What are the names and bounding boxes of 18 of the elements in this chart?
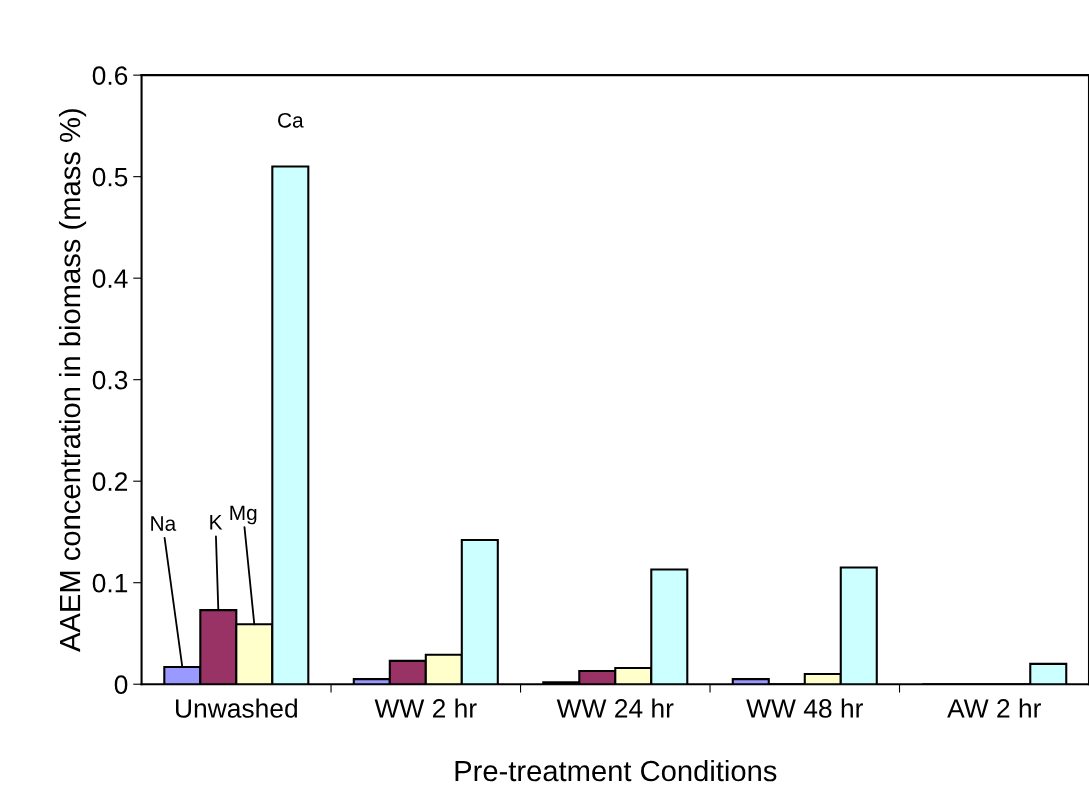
text: Na: [151, 516, 177, 531]
text: K: [210, 515, 223, 530]
y-tick-label: 0.4: [92, 269, 128, 288]
text: Mg: [230, 505, 257, 525]
x-tick-label: WW 2 hr: [374, 698, 477, 718]
series-label: Ca: [278, 112, 304, 128]
y-tick-label: 0.1: [92, 573, 128, 593]
x-tick-label: Unwashed: [176, 698, 297, 718]
y-tick-label: 0.3: [92, 370, 128, 390]
x-tick-label: WW 48 hr: [746, 698, 863, 718]
y-tick-label: 0.2: [92, 472, 128, 492]
y-tick-label: 0: [114, 675, 128, 695]
y-tick-label: 0.6: [92, 66, 128, 85]
x-axis-title: Pre-treatment Conditions: [455, 759, 777, 782]
x-tick-label: WW 24 hr: [556, 698, 674, 718]
y-tick-label: 0.5: [92, 167, 128, 187]
y-axis-title: AAEM concentration in biomass (mass %): [58, 109, 87, 652]
x-tick-label: AW 2 hr: [947, 698, 1041, 718]
